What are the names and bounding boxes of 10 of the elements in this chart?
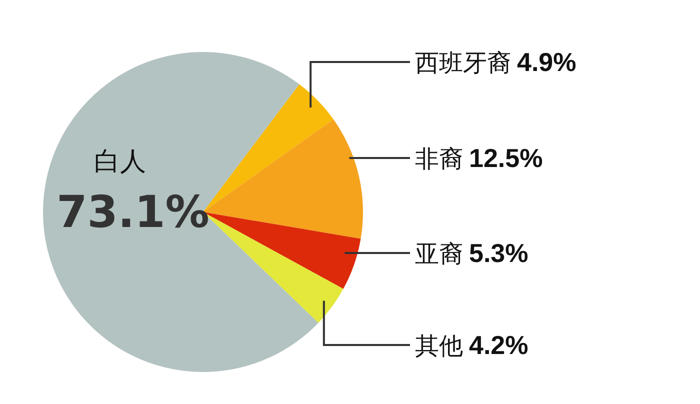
data-label: 5.3% [469, 238, 528, 268]
data-label: 73.1% [56, 187, 210, 238]
slice-label: 西班牙裔 [415, 49, 511, 77]
slice-label: 非裔 [415, 145, 463, 173]
data-label: 4.2% [469, 330, 528, 360]
data-label: 12.5% [469, 143, 543, 173]
slice-label: 亚裔 [415, 240, 463, 268]
slice-label: 其他 [415, 332, 463, 360]
data-label: 4.9% [517, 47, 576, 77]
slice-label: 白人 [94, 147, 146, 177]
